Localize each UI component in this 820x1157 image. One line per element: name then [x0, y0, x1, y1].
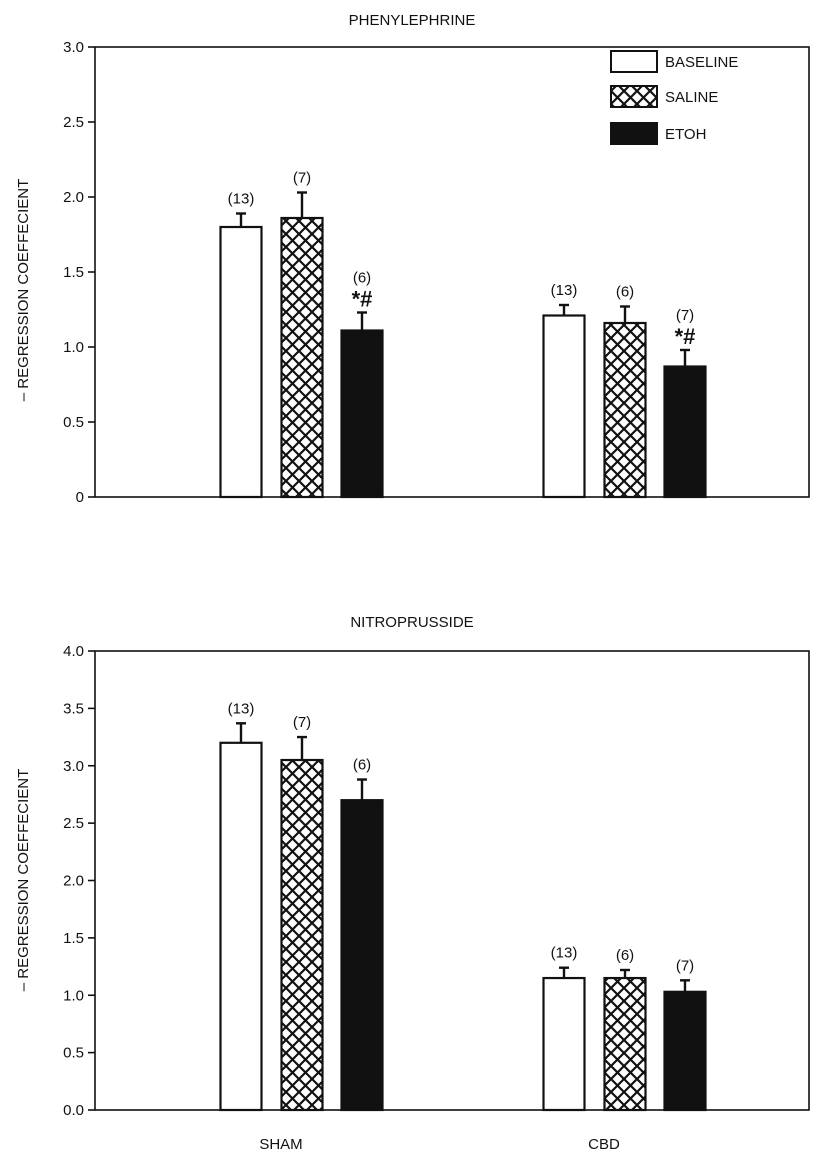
significance-marker: *# [352, 287, 373, 312]
y-tick-label: 2.5 [63, 114, 84, 131]
y-tick-label: 1.5 [63, 930, 84, 947]
chart-title: NITROPRUSSIDE [350, 614, 473, 631]
legend-label: SALINE [665, 89, 718, 106]
legend-swatch-baseline [610, 50, 658, 73]
legend-label: BASELINE [665, 54, 738, 71]
n-label: (13) [228, 191, 255, 208]
legend-entry-saline: SALINE [610, 85, 718, 108]
y-tick-label: 1.5 [63, 264, 84, 281]
y-axis-ticks: 0 0.5 1.0 1.5 2.0 2.5 3.0 [63, 39, 95, 506]
y-tick-label: 2.0 [63, 189, 84, 206]
bar-etoh [663, 365, 707, 499]
n-label: (7) [676, 307, 694, 324]
y-axis-ticks: 0.0 0.5 1.0 1.5 2.0 2.5 3.0 3.5 4.0 [63, 643, 95, 1119]
n-label: (6) [353, 757, 371, 774]
legend-swatch-etoh [610, 122, 658, 145]
legend-label: ETOH [665, 126, 706, 143]
bar-group: (13)(13)(7)(6)*#(6)*#(7) [219, 170, 707, 499]
bar-baseline [219, 741, 263, 1112]
bar-saline [603, 321, 647, 499]
n-label: (13) [228, 700, 255, 717]
x-category-label: SHAM [259, 1136, 302, 1153]
y-tick-label: 2.0 [63, 873, 84, 890]
bar-baseline [542, 976, 586, 1112]
bar-group: (13) (13) (7) (6) (6) (7) [219, 700, 707, 1112]
x-category-label: CBD [588, 1136, 620, 1153]
bar-baseline [219, 225, 263, 499]
n-label: (7) [676, 957, 694, 974]
n-label: (6) [616, 284, 634, 301]
n-label: (7) [293, 170, 311, 187]
y-tick-label: 0.5 [63, 1045, 84, 1062]
y-tick-label: 0 [76, 489, 84, 506]
y-tick-label: 3.0 [63, 39, 84, 56]
n-label: (6) [353, 270, 371, 287]
y-tick-label: 1.0 [63, 339, 84, 356]
n-label: (7) [293, 714, 311, 731]
n-label: (6) [616, 947, 634, 964]
bar-saline [280, 758, 324, 1112]
y-tick-label: 0.0 [63, 1102, 84, 1119]
y-tick-label: 2.5 [63, 815, 84, 832]
bar-saline [603, 976, 647, 1112]
y-tick-label: 3.0 [63, 758, 84, 775]
chart-title: PHENYLEPHRINE [349, 12, 476, 29]
chart-phenylephrine: PHENYLEPHRINE – REGRESSION COEFFECIENT 0… [15, 12, 810, 506]
y-tick-label: 4.0 [63, 643, 84, 660]
bar-baseline [542, 314, 586, 499]
y-tick-label: 1.0 [63, 987, 84, 1004]
n-label: (13) [551, 282, 578, 299]
legend-entry-etoh: ETOH [610, 122, 706, 145]
n-label: (13) [551, 945, 578, 962]
bar-etoh [663, 990, 707, 1112]
bar-saline [280, 216, 324, 499]
chart-nitroprusside: NITROPRUSSIDE – REGRESSION COEFFECIENT 0… [15, 614, 810, 1153]
legend-swatch-saline [610, 85, 658, 108]
bar-etoh [340, 799, 384, 1112]
legend: BASELINE SALINE ETOH [610, 50, 738, 145]
y-axis-label: – REGRESSION COEFFECIENT [15, 179, 32, 402]
y-tick-label: 0.5 [63, 414, 84, 431]
legend-entry-baseline: BASELINE [610, 50, 738, 73]
significance-marker: *# [675, 324, 696, 349]
bar-etoh [340, 329, 384, 499]
y-axis-label: – REGRESSION COEFFECIENT [15, 769, 32, 992]
y-tick-label: 3.5 [63, 700, 84, 717]
